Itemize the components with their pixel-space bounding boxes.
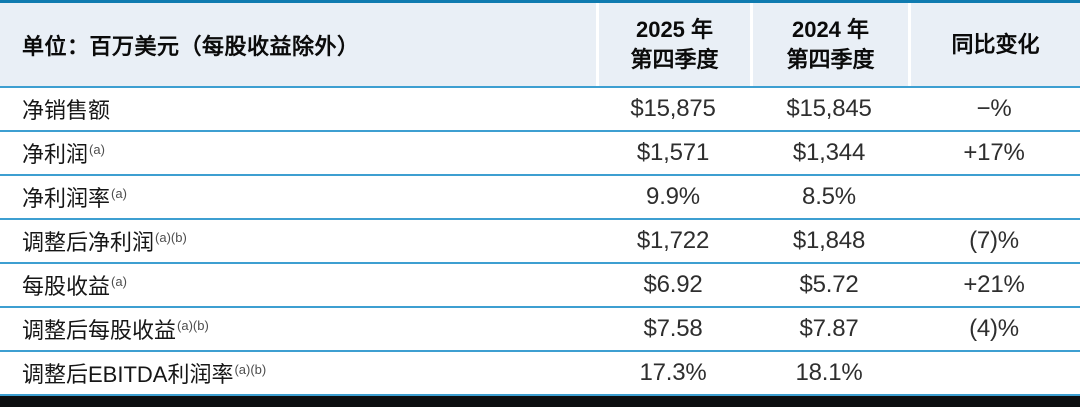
table-top-border <box>0 0 1080 3</box>
cell-q4-2025: 9.9% <box>646 183 700 210</box>
row-label: 调整后EBITDA利润率(a)(b) <box>0 357 596 389</box>
cell-q4-2025: 17.3% <box>639 359 707 386</box>
row-label-text: 净利润 <box>22 142 89 167</box>
row-label: 净销售额 <box>0 93 596 125</box>
column-header-line1: 2024 年 <box>791 17 870 43</box>
cell-yoy-change: (7)% <box>969 227 1019 254</box>
footnote-marker: (a)(b) <box>177 317 209 333</box>
row-label-text: 调整后EBITDA利润率 <box>22 362 234 387</box>
cell-q4-2024: $1,848 <box>792 227 866 254</box>
row-label: 每股收益(a) <box>0 269 596 301</box>
column-header-line1: 2025 年 <box>635 17 714 43</box>
row-label: 净利润率(a) <box>0 181 596 213</box>
cell-q4-2024: $5.72 <box>799 271 859 298</box>
cell-yoy-change: −% <box>976 95 1012 122</box>
cell-q4-2024: $15,845 <box>786 95 872 122</box>
column-header-line2: 第四季度 <box>630 46 719 72</box>
cell-q4-2025: $1,571 <box>636 139 710 166</box>
cell-yoy-change: +21% <box>963 271 1025 298</box>
table-bottom-bar <box>0 396 1080 407</box>
row-label: 调整后净利润(a)(b) <box>0 225 596 257</box>
column-header-q4-2024: 2024 年 第四季度 <box>750 3 908 86</box>
cell-yoy-change: (4)% <box>969 315 1019 342</box>
column-header-q4-2025: 2025 年 第四季度 <box>596 3 750 86</box>
footnote-marker: (a)(b) <box>155 229 187 245</box>
footnote-marker: (a) <box>111 185 127 201</box>
table-row-adjusted-ebitda-margin: 调整后EBITDA利润率(a)(b) 17.3% 18.1% <box>0 350 1080 394</box>
table-row-adjusted-eps: 调整后每股收益(a)(b) $7.58 $7.87 (4)% <box>0 306 1080 350</box>
footnote-marker: (a) <box>89 141 105 157</box>
table-row-eps: 每股收益(a) $6.92 $5.72 +21% <box>0 262 1080 306</box>
cell-q4-2024: $7.87 <box>799 315 859 342</box>
footnote-marker: (a) <box>111 273 127 289</box>
cell-yoy-change: +17% <box>963 139 1025 166</box>
cell-q4-2025: $15,875 <box>630 95 716 122</box>
cell-q4-2025: $1,722 <box>636 227 710 254</box>
table-row-net-margin: 净利润率(a) 9.9% 8.5% <box>0 174 1080 218</box>
row-label-text: 净利润率 <box>22 186 111 211</box>
row-label-text: 调整后每股收益 <box>22 318 177 343</box>
table-row-net-sales: 净销售额 $15,875 $15,845 −% <box>0 86 1080 130</box>
footnote-marker: (a)(b) <box>234 361 267 377</box>
row-label-text: 净销售额 <box>22 98 111 123</box>
table-header-row: 单位：百万美元（每股收益除外） 2025 年 第四季度 2024 年 第四季度 … <box>0 3 1080 86</box>
cell-q4-2024: $1,344 <box>792 139 866 166</box>
cell-q4-2024: 8.5% <box>802 183 856 210</box>
table-row-adjusted-net-income: 调整后净利润(a)(b) $1,722 $1,848 (7)% <box>0 218 1080 262</box>
unit-header: 单位：百万美元（每股收益除外） <box>0 3 596 86</box>
cell-q4-2024: 18.1% <box>795 359 863 386</box>
cell-q4-2025: $6.92 <box>643 271 703 298</box>
table-row-net-income: 净利润(a) $1,571 $1,344 +17% <box>0 130 1080 174</box>
row-label: 调整后每股收益(a)(b) <box>0 313 596 345</box>
row-label-text: 调整后净利润 <box>22 230 155 255</box>
column-header-line2: 第四季度 <box>786 46 875 72</box>
column-header-yoy-change: 同比变化 <box>908 3 1080 86</box>
row-label-text: 每股收益 <box>22 274 111 299</box>
column-header-line1: 同比变化 <box>951 31 1040 57</box>
cell-q4-2025: $7.58 <box>643 315 703 342</box>
table-bottom-rule <box>0 394 1080 396</box>
row-label: 净利润(a) <box>0 137 596 169</box>
